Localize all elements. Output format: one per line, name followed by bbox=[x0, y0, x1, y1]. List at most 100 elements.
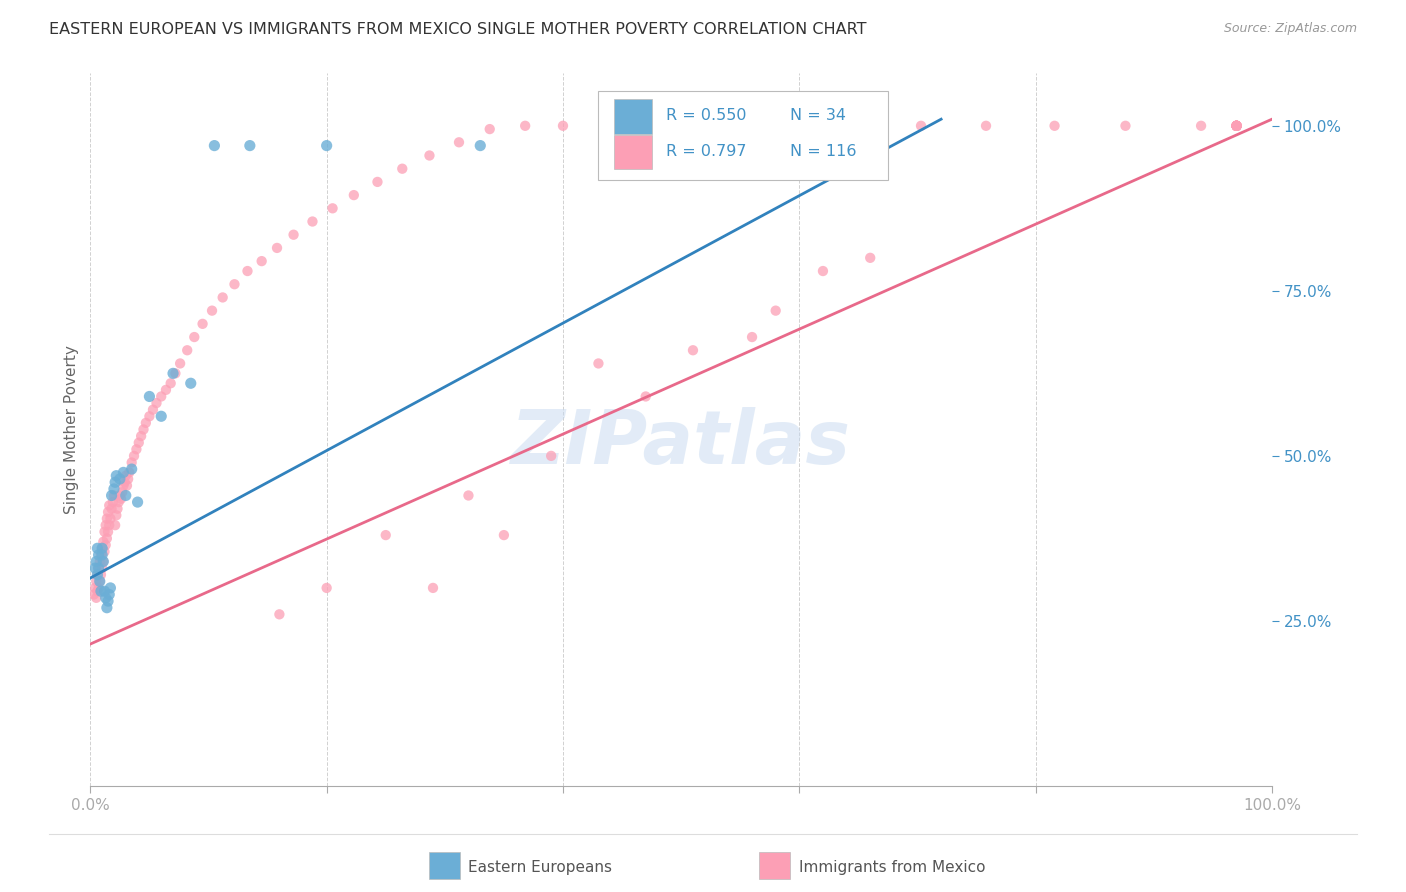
Point bbox=[478, 122, 501, 136]
Point bbox=[100, 501, 122, 516]
Point bbox=[114, 488, 136, 502]
Point bbox=[142, 402, 165, 417]
Point bbox=[211, 290, 233, 304]
Point bbox=[515, 119, 537, 133]
Y-axis label: Single Mother Poverty: Single Mother Poverty bbox=[65, 345, 79, 514]
Point bbox=[1225, 119, 1247, 133]
Point bbox=[89, 554, 111, 568]
Point bbox=[138, 389, 160, 403]
Point bbox=[162, 367, 184, 381]
Point bbox=[735, 119, 758, 133]
Point bbox=[112, 478, 135, 492]
Point bbox=[107, 495, 129, 509]
Point bbox=[108, 472, 131, 486]
Point bbox=[343, 188, 366, 202]
Point bbox=[103, 482, 125, 496]
Point bbox=[202, 138, 225, 153]
Point bbox=[315, 581, 337, 595]
Point bbox=[145, 396, 167, 410]
Point bbox=[91, 548, 114, 562]
Point bbox=[1225, 119, 1247, 133]
Point bbox=[165, 367, 187, 381]
Point bbox=[128, 435, 150, 450]
Point bbox=[91, 554, 114, 568]
Point bbox=[111, 485, 134, 500]
Point bbox=[84, 574, 107, 589]
Point bbox=[169, 356, 191, 370]
Point bbox=[91, 554, 114, 568]
Point bbox=[104, 518, 127, 533]
Point bbox=[121, 462, 143, 476]
Point bbox=[859, 251, 882, 265]
Text: N = 34: N = 34 bbox=[790, 108, 846, 123]
Point bbox=[87, 561, 110, 575]
Point bbox=[114, 468, 136, 483]
Point bbox=[492, 528, 515, 542]
Point bbox=[114, 475, 136, 490]
Point bbox=[93, 544, 115, 558]
Point bbox=[789, 119, 811, 133]
Point bbox=[457, 488, 479, 502]
Point bbox=[283, 227, 305, 242]
Point bbox=[105, 468, 128, 483]
Point bbox=[239, 138, 262, 153]
Point bbox=[90, 584, 112, 599]
Point bbox=[97, 524, 120, 539]
Text: Eastern Europeans: Eastern Europeans bbox=[468, 860, 612, 874]
Point bbox=[540, 449, 562, 463]
Point bbox=[132, 422, 155, 436]
Point bbox=[100, 511, 122, 525]
Point bbox=[90, 548, 112, 562]
Point bbox=[155, 383, 177, 397]
Point bbox=[91, 541, 114, 556]
Point bbox=[1225, 119, 1247, 133]
Point bbox=[391, 161, 413, 176]
Text: EASTERN EUROPEAN VS IMMIGRANTS FROM MEXICO SINGLE MOTHER POVERTY CORRELATION CHA: EASTERN EUROPEAN VS IMMIGRANTS FROM MEXI… bbox=[49, 22, 866, 37]
Point bbox=[94, 538, 117, 552]
Point bbox=[101, 495, 124, 509]
Text: Source: ZipAtlas.com: Source: ZipAtlas.com bbox=[1223, 22, 1357, 36]
Point bbox=[741, 330, 763, 344]
Point bbox=[236, 264, 259, 278]
Point bbox=[127, 495, 149, 509]
Point bbox=[1225, 119, 1247, 133]
Point bbox=[107, 501, 129, 516]
Point bbox=[91, 561, 114, 575]
Point bbox=[84, 554, 107, 568]
Point bbox=[159, 376, 181, 391]
Point bbox=[91, 541, 114, 556]
Point bbox=[110, 491, 132, 506]
Point bbox=[94, 591, 117, 605]
Point bbox=[201, 303, 224, 318]
Point bbox=[103, 488, 125, 502]
Point bbox=[91, 534, 114, 549]
Point bbox=[129, 429, 152, 443]
Point bbox=[1225, 119, 1247, 133]
Point bbox=[191, 317, 214, 331]
Point bbox=[97, 594, 120, 608]
Point bbox=[366, 175, 388, 189]
Point bbox=[96, 600, 118, 615]
Point bbox=[97, 505, 120, 519]
Point bbox=[1114, 119, 1136, 133]
Point bbox=[125, 442, 148, 457]
Point bbox=[86, 541, 108, 556]
Point bbox=[150, 409, 173, 424]
Point bbox=[588, 356, 610, 370]
Point bbox=[1225, 119, 1247, 133]
Point bbox=[100, 488, 122, 502]
Point bbox=[447, 136, 470, 150]
Point bbox=[83, 588, 105, 602]
Point bbox=[112, 466, 135, 480]
Bar bbox=[614, 99, 651, 134]
Point bbox=[685, 119, 707, 133]
Point bbox=[108, 488, 131, 502]
Point bbox=[86, 567, 108, 582]
Text: R = 0.797: R = 0.797 bbox=[666, 144, 747, 159]
Point bbox=[138, 409, 160, 424]
Point bbox=[98, 588, 121, 602]
Point bbox=[1225, 119, 1247, 133]
Point bbox=[180, 376, 202, 391]
Point bbox=[86, 584, 108, 599]
Point bbox=[551, 119, 574, 133]
